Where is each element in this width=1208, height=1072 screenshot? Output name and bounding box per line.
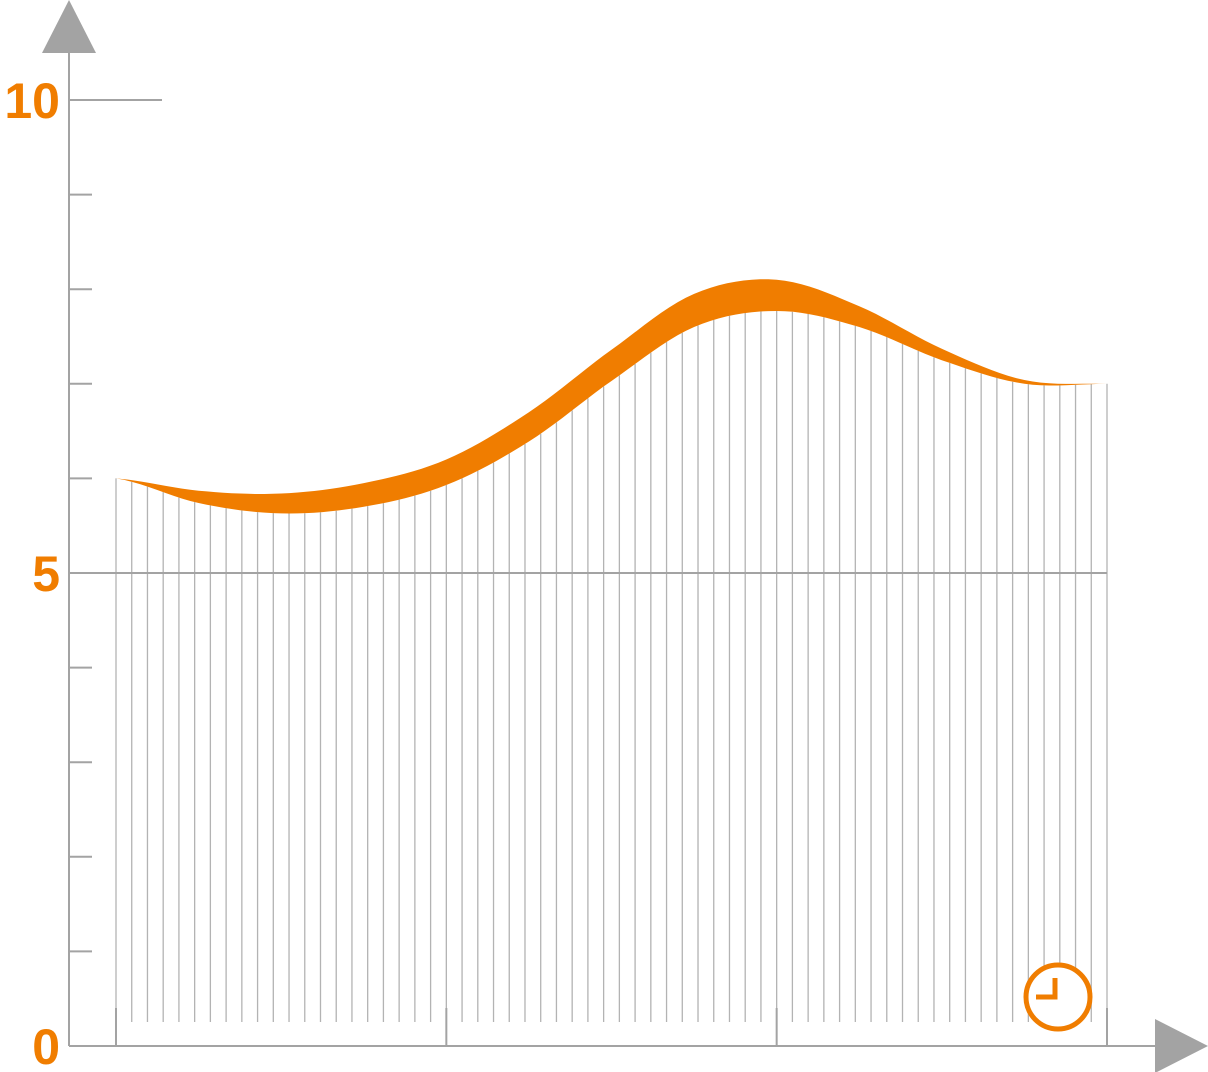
clock-hands — [1036, 978, 1058, 1000]
data-band — [116, 279, 1107, 514]
y-tick-label: 5 — [32, 546, 60, 602]
axes — [42, 0, 1208, 1072]
x-axis-arrow — [1155, 1019, 1208, 1072]
band-area — [116, 279, 1107, 514]
y-tick-label: 0 — [32, 1019, 60, 1072]
clock-icon — [1023, 962, 1093, 1032]
clock-face — [1023, 962, 1093, 1032]
tick-labels: 0 5 10 — [4, 73, 60, 1072]
hatch-lines — [115, 310, 1108, 1022]
y-axis-arrow — [42, 0, 96, 53]
grid-lines — [69, 99, 1107, 574]
x-axis-icon — [1023, 962, 1093, 1032]
y-tick-label: 10 — [4, 73, 60, 129]
